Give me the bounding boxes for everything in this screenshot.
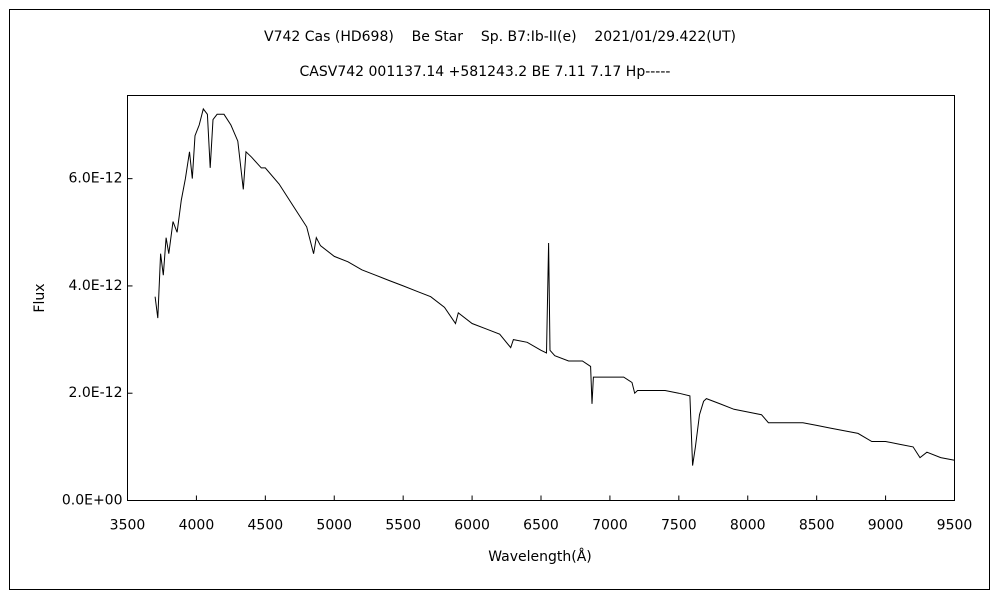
x-tick-label: 4500 [248,518,284,534]
y-tick-label: 6.0E-12 [69,171,123,187]
x-tick-label: 8500 [799,518,835,534]
chart-title: V742 Cas (HD698) Be Star Sp. B7:Ib-II(e)… [264,29,736,45]
plot-area [127,95,955,501]
spectrum-line [154,107,955,466]
x-tick-label: 9000 [868,518,904,534]
x-tick-label: 9500 [937,518,973,534]
x-tick-label: 4000 [179,518,215,534]
x-tick-label: 3500 [110,518,146,534]
frame [9,9,990,590]
x-tick-label: 6500 [523,518,559,534]
y-tick-label: 4.0E-12 [69,278,123,294]
x-tick-label: 6000 [454,518,490,534]
y-axis-label: Flux [32,283,48,312]
x-tick-label: 7500 [661,518,697,534]
y-tick-label: 0.0E+00 [62,493,123,509]
chart-subtitle: CASV742 001137.14 +581243.2 BE 7.11 7.17… [300,64,671,80]
x-tick-label: 5000 [316,518,352,534]
x-axis-label: Wavelength(Å) [488,548,592,565]
x-tick-label: 7000 [592,518,628,534]
x-tick-label: 5500 [385,518,421,534]
x-tick-label: 8000 [730,518,766,534]
y-tick-label: 2.0E-12 [69,385,123,401]
